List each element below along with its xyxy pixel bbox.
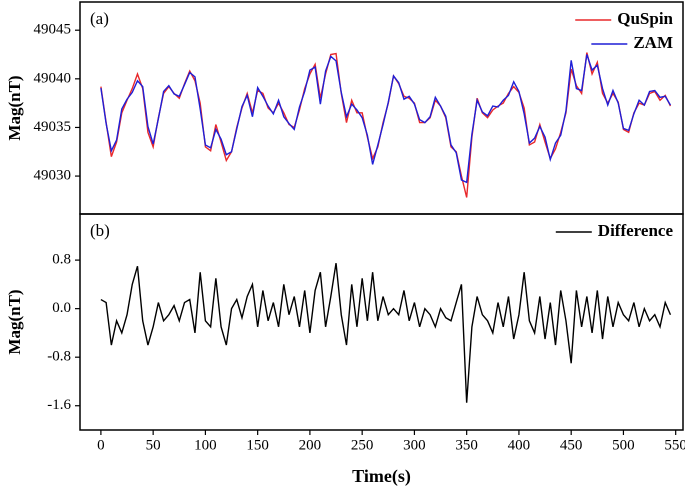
panel-label: (a) xyxy=(90,9,109,28)
y-axis-label: Mag(nT) xyxy=(5,289,24,354)
plot-frame xyxy=(79,213,684,431)
x-tick-label: 300 xyxy=(403,437,426,453)
panel-label: (b) xyxy=(90,221,110,240)
series-line xyxy=(100,52,672,198)
x-tick-label: 400 xyxy=(508,437,531,453)
y-tick-label: 49040 xyxy=(34,70,72,86)
y-tick-label: 0.8 xyxy=(52,252,71,268)
series-line xyxy=(100,54,672,184)
y-tick-label: 49030 xyxy=(34,168,72,184)
x-tick-label: 450 xyxy=(560,437,583,453)
x-tick-label: 0 xyxy=(97,437,105,453)
x-tick-label: 50 xyxy=(146,437,161,453)
y-tick-label: 0.0 xyxy=(52,300,71,316)
x-tick-label: 500 xyxy=(612,437,635,453)
plot-frame xyxy=(79,1,684,215)
x-axis-label: Time(s) xyxy=(352,466,411,487)
legend-label: Difference xyxy=(598,221,674,240)
y-axis-label: Mag(nT) xyxy=(5,75,24,140)
y-tick-label: -1.6 xyxy=(47,397,71,413)
x-tick-label: 150 xyxy=(246,437,269,453)
y-tick-label: 49045 xyxy=(34,22,72,38)
legend-label: QuSpin xyxy=(617,9,673,28)
legend-label: ZAM xyxy=(633,33,673,52)
x-tick-label: 550 xyxy=(664,437,685,453)
x-tick-label: 200 xyxy=(299,437,322,453)
y-tick-label: -0.8 xyxy=(47,349,71,365)
x-tick-label: 250 xyxy=(351,437,374,453)
x-tick-label: 350 xyxy=(455,437,478,453)
x-tick-label: 100 xyxy=(194,437,217,453)
y-tick-label: 49035 xyxy=(34,119,72,135)
series-line xyxy=(100,263,672,403)
